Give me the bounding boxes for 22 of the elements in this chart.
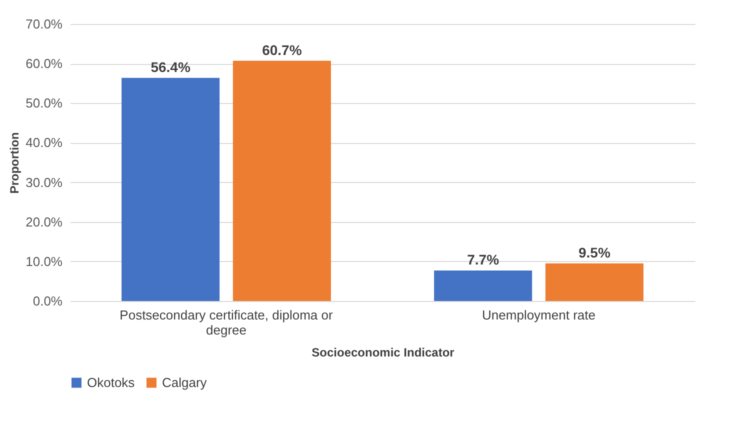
y-tick-label: 70.0% xyxy=(26,16,63,32)
y-tick-label: 20.0% xyxy=(26,214,63,230)
x-tick-label: Postsecondary certificate, diploma or degree xyxy=(120,308,334,338)
y-tick-label: 50.0% xyxy=(26,96,63,111)
legend-label: Calgary xyxy=(162,374,208,390)
bar xyxy=(122,78,220,301)
y-tick-label: 40.0% xyxy=(26,135,63,150)
y-tick-label: 30.0% xyxy=(26,174,63,190)
bar xyxy=(545,263,644,301)
data-label: 60.7% xyxy=(262,42,302,58)
y-tick-label: 60.0% xyxy=(26,56,63,72)
x-axis-title: Socioeconomic Indicator xyxy=(312,346,455,360)
data-label: 56.4% xyxy=(150,58,191,75)
y-tick-label: 10.0% xyxy=(26,254,63,269)
y-axis-title: Proportion xyxy=(8,132,22,194)
data-label: 9.5% xyxy=(578,244,611,260)
bar xyxy=(232,60,331,301)
data-label: 7.7% xyxy=(467,252,500,268)
x-tick-label: Unemployment rate xyxy=(482,308,596,322)
bar xyxy=(434,270,532,301)
legend-label: Okotoks xyxy=(87,374,136,390)
y-tick-label: 0.0% xyxy=(32,294,63,308)
